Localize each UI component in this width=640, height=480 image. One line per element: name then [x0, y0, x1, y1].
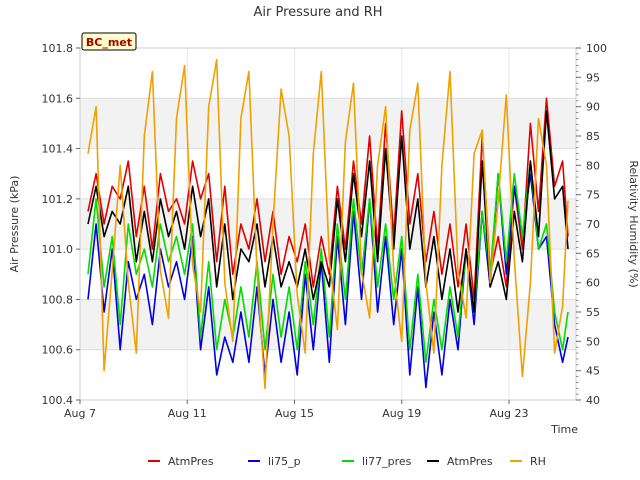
x-axis: Aug 7 Aug 11 Aug 15 Aug 19 Aug 23: [64, 400, 528, 420]
y-left-tick-label: 101.2: [42, 193, 74, 206]
y-left-tick-label: 101.0: [42, 243, 74, 256]
legend: AtmPres li75_p li77_pres AtmPres RH: [148, 455, 546, 468]
y-right-tick-label: 40: [586, 394, 600, 407]
legend-label: li77_pres: [362, 455, 412, 468]
background-band: [80, 48, 576, 99]
y-right-tick-label: 50: [586, 335, 600, 348]
x-axis-label: Time: [550, 423, 578, 436]
x-tick-label: Aug 15: [275, 407, 314, 420]
site-badge: BC_met: [81, 32, 137, 51]
site-badge-box: [81, 32, 137, 51]
y-right-tick-label: 95: [586, 71, 600, 84]
y-right-tick-label: 75: [586, 189, 600, 202]
background-band: [80, 349, 576, 400]
y-left-tick-label: 101.6: [42, 92, 74, 105]
y-right-tick-label: 90: [586, 101, 600, 114]
y-right-tick-label: 70: [586, 218, 600, 231]
right-axis: 40 45 50 55 60 65 70 75 80 85 90 95 100: [576, 42, 607, 407]
legend-label: AtmPres: [447, 455, 493, 468]
background-bands: [80, 48, 576, 400]
site-badge-label: BC_met: [86, 36, 132, 49]
legend-label: AtmPres: [168, 455, 214, 468]
y-right-tick-label: 100: [586, 42, 607, 55]
background-band: [80, 98, 576, 149]
x-tick-label: Aug 7: [64, 407, 96, 420]
series-line-atmpres-3: [87, 110, 569, 313]
left-axis: 100.4 100.6 100.8 101.0 101.2 101.4 101.6 101.8: [42, 42, 80, 407]
y-right-tick-label: 55: [586, 306, 600, 319]
y-left-tick-label: 100.4: [42, 394, 74, 407]
series-line-rh-4: [87, 58, 569, 390]
y-right-tick-label: 65: [586, 247, 600, 260]
y-left-tick-label: 100.6: [42, 344, 74, 357]
x-tick-label: Aug 23: [489, 407, 528, 420]
background-band: [80, 148, 576, 199]
y-left-label: Air Pressure (kPa): [8, 176, 21, 273]
y-right-label: Relativity Humidity (%): [627, 160, 640, 287]
x-tick-label: Aug 19: [382, 407, 421, 420]
y-right-tick-label: 85: [586, 130, 600, 143]
x-tick-label: Aug 11: [168, 407, 207, 420]
y-right-tick-label: 80: [586, 159, 600, 172]
series-lines: [87, 58, 569, 390]
y-right-tick-label: 45: [586, 365, 600, 378]
y-right-tick-label: 60: [586, 277, 600, 290]
y-left-tick-label: 101.4: [42, 143, 74, 156]
legend-label: RH: [530, 455, 546, 468]
y-left-tick-label: 101.8: [42, 42, 74, 55]
y-left-tick-label: 100.8: [42, 293, 74, 306]
chart-title: Air Pressure and RH: [253, 5, 382, 20]
legend-label: li75_p: [268, 455, 301, 468]
